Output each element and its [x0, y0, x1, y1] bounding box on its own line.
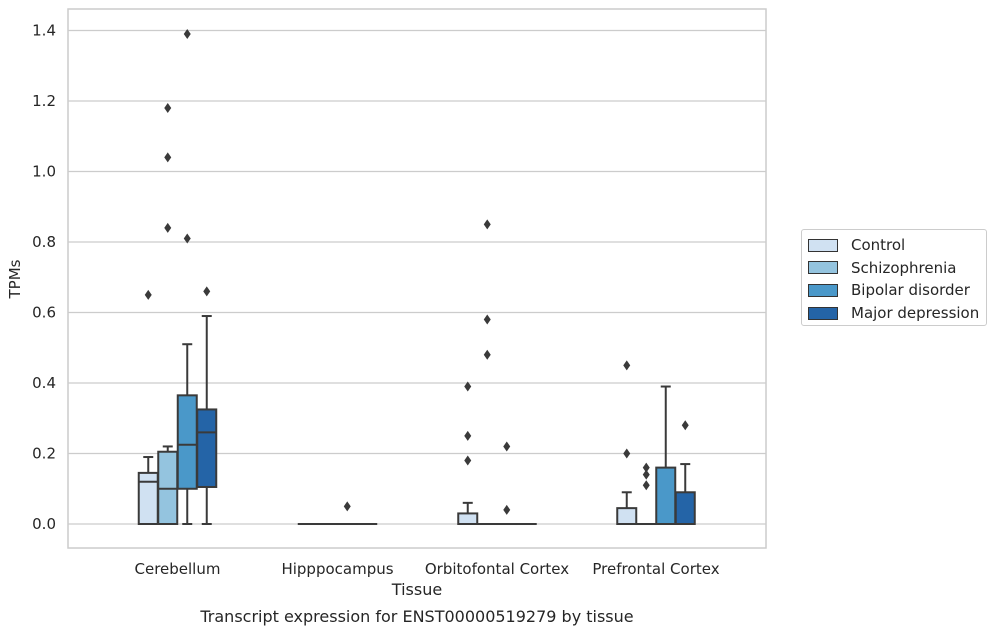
outlier-point	[642, 462, 650, 473]
outlier-point	[164, 103, 172, 114]
outlier-point	[503, 504, 511, 515]
legend-swatch	[808, 261, 838, 275]
x-axis-label: Tissue	[391, 580, 442, 599]
outlier-point	[164, 152, 172, 163]
x-tick-label: Hipppocampus	[281, 560, 393, 578]
outlier-point	[642, 480, 650, 491]
outlier-point	[183, 233, 191, 244]
outlier-point	[483, 314, 491, 325]
box-0-3	[616, 360, 638, 526]
plot-area-frame	[67, 8, 767, 549]
outlier-point	[464, 430, 472, 441]
box-iqr	[176, 394, 198, 490]
box-3-3	[674, 420, 696, 525]
outlier-point	[203, 286, 211, 297]
box-plot-marks	[137, 29, 696, 526]
legend-item: Control	[808, 234, 986, 257]
y-tick-label: 0.0	[32, 515, 56, 533]
legend-item: Bipolar disorder	[808, 279, 986, 302]
box-0-0	[137, 289, 159, 526]
box-3-0	[196, 286, 218, 525]
legend-swatch	[808, 283, 838, 297]
outlier-point	[503, 441, 511, 452]
legend-item: Major depression	[808, 302, 986, 325]
box-1-2	[476, 219, 498, 526]
outlier-point	[164, 222, 172, 233]
legend-swatch	[808, 306, 838, 320]
outlier-point	[623, 360, 631, 371]
y-tick-label: 0.2	[32, 445, 56, 463]
outlier-point	[642, 469, 650, 480]
legend-label: Schizophrenia	[851, 258, 957, 277]
box-iqr	[674, 491, 696, 525]
outlier-point	[343, 501, 351, 512]
outlier-point	[681, 420, 689, 431]
box-1-0	[157, 103, 179, 525]
x-tick-label: Cerebellum	[135, 560, 221, 578]
y-tick-label: 1.0	[32, 163, 56, 181]
box-2-3	[655, 385, 677, 526]
chart-title: Transcript expression for ENST0000051927…	[199, 607, 633, 626]
box-0-2	[457, 381, 479, 525]
outlier-point	[464, 455, 472, 466]
box-1-3	[635, 462, 657, 526]
y-tick-labels: 0.0 0.2 0.4 0.6 0.8 1.0 1.2 1.4	[32, 22, 56, 534]
box-iqr	[655, 466, 677, 526]
x-tick-labels: Cerebellum Hipppocampus Orbitofontal Corte…	[135, 560, 720, 578]
box-iqr	[137, 471, 159, 526]
box-iqr	[196, 408, 218, 488]
x-tick-label: Prefrontal Cortex	[592, 560, 719, 578]
legend-label: Control	[851, 236, 906, 255]
box-2-1	[336, 501, 358, 526]
legend-swatch	[808, 238, 838, 252]
y-tick-label: 1.2	[32, 92, 56, 110]
outlier-point	[144, 289, 152, 300]
legend-label: Major depression	[851, 304, 980, 323]
outlier-point	[483, 349, 491, 360]
grid-lines	[68, 29, 766, 525]
box-iqr	[616, 507, 638, 526]
outlier-point	[464, 381, 472, 392]
y-tick-label: 0.4	[32, 374, 56, 392]
legend: Control Schizophrenia Bipolar disorder Majo…	[801, 229, 987, 326]
legend-item: Schizophrenia	[808, 257, 986, 280]
y-tick-label: 1.4	[32, 22, 56, 40]
outlier-point	[623, 448, 631, 459]
x-tick-label: Orbitofontal Cortex	[425, 560, 569, 578]
box-2-0	[176, 29, 198, 525]
outlier-point	[483, 219, 491, 230]
y-axis-label: TPMs	[6, 259, 24, 299]
y-tick-label: 0.6	[32, 304, 56, 322]
outlier-point	[183, 29, 191, 40]
box-iqr	[457, 512, 479, 525]
y-tick-label: 0.8	[32, 233, 56, 251]
legend-label: Bipolar disorder	[851, 281, 970, 300]
